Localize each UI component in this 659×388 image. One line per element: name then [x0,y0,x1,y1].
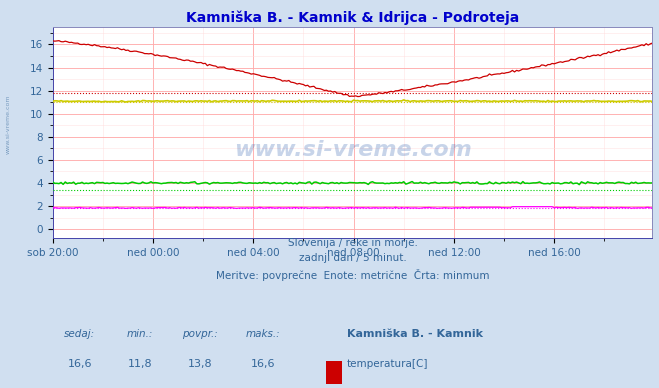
Text: povpr.:: povpr.: [182,329,217,339]
Bar [326,361,343,386]
Text: 13,8: 13,8 [187,359,212,369]
Text: Kamniška B. - Kamnik: Kamniška B. - Kamnik [347,329,482,339]
Text: 16,6: 16,6 [67,359,92,369]
Text: 16,6: 16,6 [250,359,275,369]
Text: maks.:: maks.: [245,329,280,339]
Title: Kamniška B. - Kamnik & Idrijca - Podroteja: Kamniška B. - Kamnik & Idrijca - Podrote… [186,10,519,24]
Text: 11,8: 11,8 [127,359,152,369]
Text: www.si-vreme.com: www.si-vreme.com [6,94,11,154]
Text: Slovenija / reke in morje.
zadnji dan / 5 minut.
Meritve: povprečne  Enote: metr: Slovenija / reke in morje. zadnji dan / … [215,238,490,281]
Text: www.si-vreme.com: www.si-vreme.com [234,140,471,160]
Text: min.:: min.: [127,329,153,339]
Text: temperatura[C]: temperatura[C] [347,359,428,369]
Text: sedaj:: sedaj: [64,329,96,339]
